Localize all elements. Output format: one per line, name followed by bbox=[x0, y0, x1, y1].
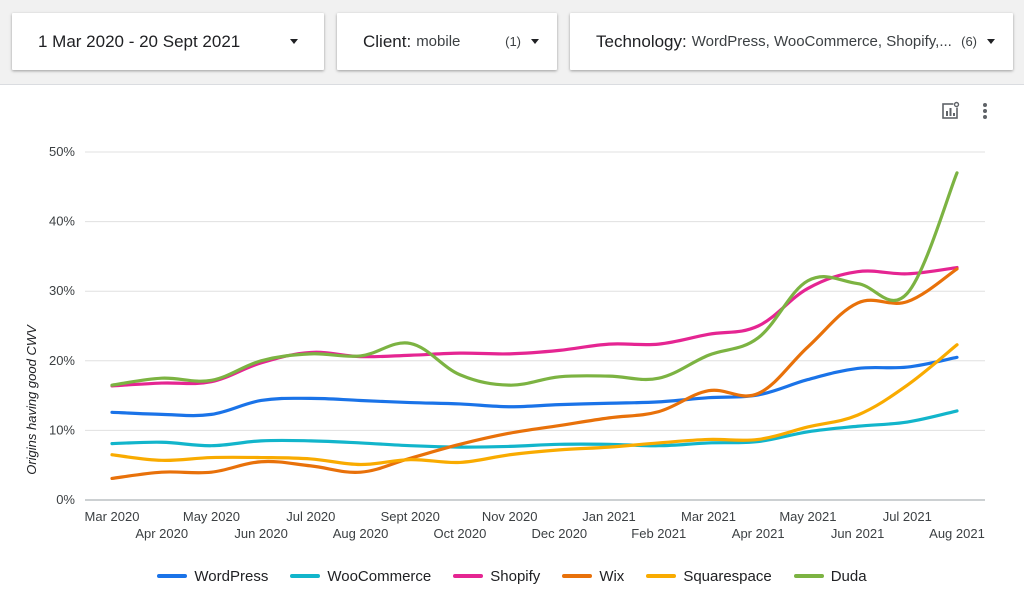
chart-axes: 0% 10% 20% 30% 40% 50% Mar 2020 Apr 2020 May 202… bbox=[49, 144, 985, 541]
legend-item-squarespace[interactable]: Squarespace bbox=[646, 567, 772, 585]
chart-gridlines bbox=[85, 151, 985, 501]
x-tick-label: Apr 2021 bbox=[732, 526, 785, 541]
legend-label: WordPress bbox=[194, 567, 269, 585]
x-tick-label: Jan 2021 bbox=[582, 509, 636, 524]
series-line-shopify[interactable] bbox=[110, 265, 959, 388]
x-tick-label: Sept 2020 bbox=[381, 509, 440, 524]
x-tick-label: Nov 2020 bbox=[482, 509, 538, 524]
legend-swatch bbox=[453, 574, 484, 578]
legend-label: WooCommerce bbox=[327, 567, 432, 585]
x-tick-label: Mar 2021 bbox=[681, 509, 736, 524]
legend-label: Wix bbox=[599, 567, 625, 585]
legend-label: Duda bbox=[830, 567, 867, 585]
y-tick-label: 20% bbox=[49, 353, 75, 368]
client-filter-count: (1) bbox=[505, 34, 521, 49]
series-line-squarespace[interactable] bbox=[110, 343, 959, 467]
y-tick-label: 50% bbox=[49, 144, 75, 159]
series-line-wix[interactable] bbox=[110, 267, 959, 481]
client-filter[interactable]: Client: mobile (1) bbox=[337, 13, 557, 70]
x-tick-label: Jun 2021 bbox=[831, 526, 885, 541]
x-tick-label: Aug 2021 bbox=[929, 526, 985, 541]
y-tick-label: 30% bbox=[49, 283, 75, 298]
date-range-filter[interactable]: 1 Mar 2020 - 20 Sept 2021 bbox=[12, 13, 324, 70]
client-filter-label: Client: bbox=[363, 31, 412, 51]
x-tick-label: Dec 2020 bbox=[532, 526, 588, 541]
more-vert-icon[interactable] bbox=[978, 101, 992, 121]
legend-item-wordpress[interactable]: WordPress bbox=[157, 568, 268, 585]
client-filter-value: mobile bbox=[416, 33, 461, 50]
legend-swatch bbox=[793, 574, 824, 578]
x-tick-label: May 2020 bbox=[183, 509, 240, 524]
x-tick-label: Jul 2021 bbox=[883, 509, 932, 524]
x-tick-label: Jul 2020 bbox=[286, 509, 335, 524]
series-line-duda[interactable] bbox=[110, 171, 959, 387]
y-axis-label: Origins having good CWV bbox=[24, 324, 39, 475]
y-tick-label: 0% bbox=[56, 492, 75, 507]
chevron-down-icon bbox=[531, 39, 539, 44]
legend-swatch bbox=[290, 574, 321, 578]
legend-swatch bbox=[157, 574, 188, 578]
legend-item-woocommerce[interactable]: WooCommerce bbox=[290, 568, 431, 585]
legend-label: Squarespace bbox=[683, 567, 772, 585]
chart-panel bbox=[0, 84, 1024, 599]
technology-filter-label: Technology: bbox=[596, 31, 687, 51]
x-tick-label: May 2021 bbox=[779, 509, 836, 524]
line-chart: 0% 10% 20% 30% 40% 50% Mar 2020 Apr 2020 May 202… bbox=[24, 144, 985, 541]
technology-filter-value: WordPress, WooCommerce, Shopify,... bbox=[691, 33, 952, 50]
x-tick-label: Feb 2021 bbox=[631, 526, 686, 541]
legend-item-duda[interactable]: Duda bbox=[793, 567, 867, 585]
x-tick-label: Apr 2020 bbox=[135, 526, 188, 541]
chart-series bbox=[110, 171, 959, 481]
x-tick-label: Mar 2020 bbox=[85, 509, 140, 524]
technology-filter[interactable]: Technology: WordPress, WooCommerce, Shop… bbox=[570, 13, 1013, 70]
series-line-wordpress[interactable] bbox=[110, 355, 959, 418]
legend-swatch bbox=[562, 574, 593, 578]
y-tick-label: 10% bbox=[49, 422, 75, 437]
legend-swatch bbox=[646, 574, 677, 578]
chart-settings-icon[interactable] bbox=[941, 101, 961, 121]
legend-item-wix[interactable]: Wix bbox=[562, 568, 624, 585]
x-tick-label: Aug 2020 bbox=[333, 526, 389, 541]
chart-legend: WordPress WooCommerce Shopify Wix Squarespac… bbox=[0, 563, 1024, 589]
chevron-down-icon bbox=[987, 39, 995, 44]
x-tick-label: Oct 2020 bbox=[434, 526, 487, 541]
y-tick-label: 40% bbox=[49, 214, 75, 229]
chevron-down-icon bbox=[290, 39, 298, 44]
legend-item-shopify[interactable]: Shopify bbox=[453, 568, 540, 585]
date-range-value: 1 Mar 2020 - 20 Sept 2021 bbox=[38, 31, 241, 51]
technology-filter-count: (6) bbox=[961, 34, 977, 49]
x-tick-label: Jun 2020 bbox=[234, 526, 288, 541]
filter-bar: 1 Mar 2020 - 20 Sept 2021 Client: mobile… bbox=[0, 0, 1024, 84]
legend-label: Shopify bbox=[490, 567, 541, 585]
series-line-woocommerce[interactable] bbox=[110, 409, 959, 449]
